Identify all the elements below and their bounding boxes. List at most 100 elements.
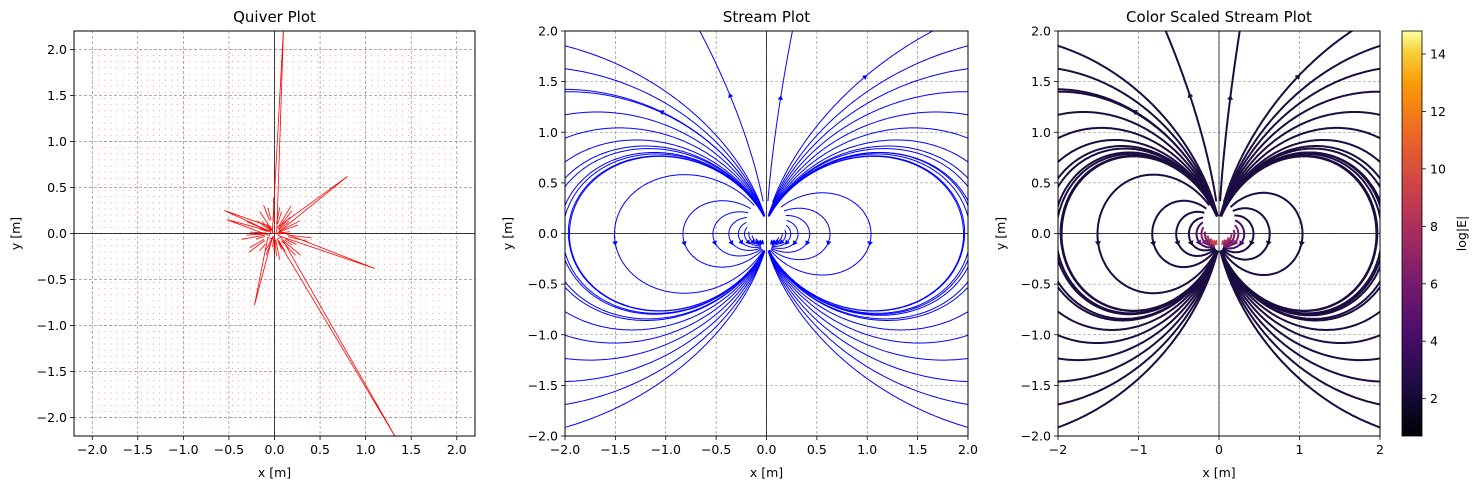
color-stream-panel: Color Scaled Stream Plot −2 −1 0 1 2 −2.0−1.… bbox=[993, 8, 1469, 480]
stream-x-ticks: −2.0 −1.5 −1.0 −0.5 0.0 0.5 1.0 1.5 2.0 bbox=[550, 436, 978, 457]
quiver-arrow bbox=[279, 220, 290, 230]
quiver-arrow bbox=[224, 210, 272, 232]
colorbar-tick-label: 12 bbox=[1430, 104, 1446, 119]
y-tick-label: −1.0 bbox=[528, 327, 558, 342]
streamline bbox=[769, 251, 964, 315]
x-tick-label: −2 bbox=[1049, 442, 1067, 457]
streamline bbox=[1222, 31, 1354, 203]
quiver-arrow bbox=[246, 233, 267, 236]
quiver-arrow bbox=[284, 239, 293, 246]
streamline bbox=[768, 202, 968, 314]
x-tick-label: 0 bbox=[1215, 442, 1223, 457]
streamline bbox=[1058, 202, 1218, 315]
streamline-arrow bbox=[738, 239, 744, 245]
streamline bbox=[767, 46, 964, 217]
streamline-arrow bbox=[779, 239, 785, 245]
streamline-arrow bbox=[867, 241, 873, 247]
x-tick-label: 2.0 bbox=[447, 442, 467, 457]
y-tick-label: −1.5 bbox=[528, 378, 558, 393]
streamline bbox=[569, 250, 766, 405]
x-tick-label: 1 bbox=[1296, 442, 1304, 457]
streamline bbox=[1220, 180, 1380, 320]
streamline-arrow bbox=[1265, 240, 1272, 247]
quiver-arrow bbox=[278, 224, 298, 233]
streamline bbox=[569, 250, 765, 331]
streamline bbox=[569, 247, 765, 312]
streamline bbox=[712, 211, 762, 257]
streamline bbox=[1151, 199, 1217, 269]
x-tick-label: 0.5 bbox=[807, 442, 827, 457]
x-tick-label: 0.5 bbox=[310, 442, 330, 457]
streamline bbox=[1061, 46, 1219, 217]
streamline bbox=[768, 145, 968, 293]
x-tick-label: 1.5 bbox=[401, 442, 421, 457]
streamline bbox=[569, 139, 765, 216]
streamline bbox=[1219, 250, 1377, 362]
streamline bbox=[768, 225, 965, 312]
quiver-arrow bbox=[248, 240, 266, 253]
y-tick-label: 2.0 bbox=[538, 24, 558, 39]
x-tick-label: 2.0 bbox=[958, 442, 978, 457]
streamline bbox=[570, 91, 765, 216]
quiver-arrow bbox=[241, 234, 265, 240]
streamline bbox=[1220, 147, 1377, 216]
streamline-arrow bbox=[973, 242, 978, 247]
streamline bbox=[1219, 46, 1377, 217]
streamline bbox=[1061, 250, 1219, 362]
color-stream-x-ticks: −2 −1 0 1 2 bbox=[1049, 436, 1384, 457]
y-tick-label: −2.0 bbox=[1021, 429, 1051, 444]
colorbar-label: log|E| bbox=[1454, 216, 1469, 251]
quiver-arrow bbox=[259, 243, 266, 252]
x-tick-label: −0.5 bbox=[214, 442, 244, 457]
streamline bbox=[768, 180, 968, 320]
stream-ylabel: y [m] bbox=[500, 217, 515, 250]
streamline bbox=[569, 250, 765, 382]
colorbar-tick-label: 14 bbox=[1430, 46, 1446, 61]
streamline bbox=[682, 200, 764, 268]
quiver-panel: Quiver Plot −2.0 −1.5 −1.0 −0.5 0.0 0.5 1.0 1.5… bbox=[8, 8, 476, 480]
quiver-arrow bbox=[277, 230, 375, 269]
streamline bbox=[569, 250, 765, 344]
streamline bbox=[569, 127, 765, 216]
streamline bbox=[565, 180, 765, 320]
stream-xlabel: x [m] bbox=[750, 465, 783, 480]
y-tick-label: 1.5 bbox=[1031, 74, 1051, 89]
streamline bbox=[1061, 251, 1219, 427]
quiver-xlabel: x [m] bbox=[258, 465, 291, 480]
streamline bbox=[565, 145, 765, 293]
quiver-long-arrows bbox=[224, 31, 396, 436]
streamline bbox=[771, 219, 799, 249]
streamline bbox=[728, 217, 762, 251]
streamline bbox=[569, 147, 765, 216]
streamline bbox=[1219, 90, 1376, 217]
y-tick-label: −0.5 bbox=[37, 272, 67, 287]
quiver-arrow bbox=[249, 231, 267, 234]
streamline bbox=[1061, 139, 1218, 216]
quiver-arrow bbox=[281, 240, 296, 256]
streamline-arrow bbox=[1187, 240, 1194, 246]
streamline bbox=[768, 91, 963, 216]
quiver-ylabel: y [m] bbox=[8, 217, 23, 250]
colorbar-tick-label: 10 bbox=[1430, 161, 1446, 176]
streamline bbox=[1219, 250, 1377, 344]
streamline bbox=[613, 174, 764, 294]
quiver-arrow bbox=[267, 207, 272, 221]
quiver-x-ticks: −2.0 −1.5 −1.0 −0.5 0.0 0.5 1.0 1.5 2.0 bbox=[77, 436, 467, 457]
streamline-arrow bbox=[1249, 240, 1255, 247]
y-tick-label: 1.5 bbox=[538, 74, 558, 89]
x-tick-label: 1.5 bbox=[908, 442, 928, 457]
streamline bbox=[1219, 111, 1377, 216]
quiver-arrow bbox=[256, 235, 265, 240]
streamline-arrow bbox=[1233, 239, 1239, 246]
y-tick-label: −1.5 bbox=[37, 364, 67, 379]
streamline-arrow bbox=[805, 240, 811, 246]
streamline bbox=[767, 250, 964, 405]
stream-zero-lines bbox=[565, 31, 968, 436]
y-tick-label: −0.5 bbox=[1021, 277, 1051, 292]
streamline bbox=[1220, 202, 1380, 315]
streamline bbox=[1219, 31, 1241, 202]
quiver-arrow bbox=[226, 219, 272, 237]
color-stream-lines bbox=[1058, 31, 1380, 429]
streamline bbox=[1219, 250, 1377, 331]
